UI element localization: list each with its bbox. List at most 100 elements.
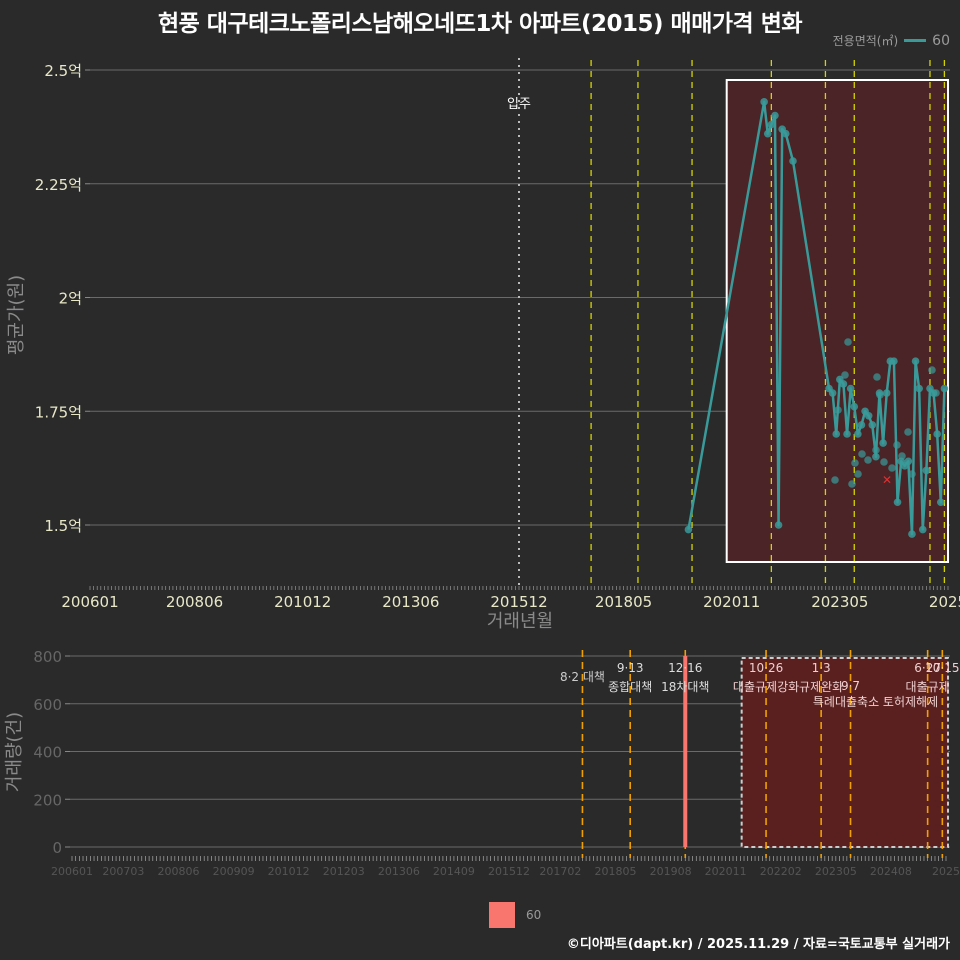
data-point <box>685 526 693 534</box>
x-tick-label: 201409 <box>433 865 475 878</box>
data-point <box>850 403 858 411</box>
policy-date: 1·3 <box>812 661 831 675</box>
x-tick-label: 202305 <box>815 865 857 878</box>
data-point <box>941 385 949 393</box>
x-tick-label: 201203 <box>323 865 365 878</box>
policy-annotation: 8·2 대책 <box>560 669 605 684</box>
data-point <box>858 421 866 429</box>
data-point <box>893 441 901 449</box>
x-tick-label: 201012 <box>268 865 310 878</box>
y-tick-label: 2.5억 <box>44 62 82 80</box>
data-point <box>873 373 881 381</box>
y-tick-label: 0 <box>52 839 62 857</box>
data-point <box>923 467 931 475</box>
policy-date: 9·13 <box>617 661 644 675</box>
policy-label: 18차대책 <box>661 679 709 694</box>
data-point <box>932 389 940 397</box>
data-point <box>843 430 851 438</box>
data-point <box>919 526 927 534</box>
data-point <box>832 430 840 438</box>
policy-date: 12·16 <box>668 661 702 675</box>
x-tick-label: 201306 <box>382 593 439 611</box>
data-point <box>883 389 891 397</box>
data-point <box>937 498 945 506</box>
data-point <box>908 470 916 478</box>
data-point <box>848 480 856 488</box>
policy-date: 10·26 <box>749 661 783 675</box>
data-point <box>894 498 902 506</box>
x-tick-label: 201908 <box>650 865 692 878</box>
data-point <box>888 464 896 472</box>
data-point <box>908 530 916 538</box>
data-point <box>764 130 772 138</box>
policy-label: 대출규제강화 <box>733 680 799 694</box>
x-tick-label: 201012 <box>274 593 331 611</box>
data-point <box>890 357 898 365</box>
x-tick-label: 201805 <box>594 865 636 878</box>
data-point <box>844 338 852 346</box>
data-point <box>872 446 880 454</box>
data-point <box>876 391 884 399</box>
data-point <box>768 121 776 129</box>
x-tick-label: 201512 <box>488 865 530 878</box>
x-tick-label: 202408 <box>870 865 912 878</box>
data-point <box>915 385 923 393</box>
x-tick-label: 201512 <box>490 593 547 611</box>
y-tick-label: 600 <box>33 696 62 714</box>
data-point <box>912 357 920 365</box>
y-tick-label: 800 <box>33 648 62 666</box>
data-point <box>834 406 842 414</box>
x-tick-label: 200806 <box>166 593 223 611</box>
top-line-chart: 1.5억1.75억2억2.25억2.5억평균가(원)20060120080620… <box>6 58 960 632</box>
policy-label: 종합대책 <box>608 679 652 694</box>
y-axis-title: 평균가(원) <box>6 275 27 355</box>
y-tick-label: 2.25억 <box>35 176 82 194</box>
data-point <box>789 157 797 165</box>
bar-legend-swatch-icon <box>489 902 515 928</box>
data-point <box>760 98 768 106</box>
data-point <box>775 521 783 529</box>
x-tick-label: 200909 <box>213 865 255 878</box>
policy-label: 특례대출축소 토허제해제 <box>813 695 938 709</box>
x-tick-label: 200806 <box>157 865 199 878</box>
x-tick-label: 201702 <box>539 865 581 878</box>
move-in-annotation: 입주 <box>507 97 531 112</box>
data-point <box>854 430 862 438</box>
bottom-bar-chart: 0 200 400 600 800 거래량(건) 200601 200703 200806 200… <box>4 648 960 878</box>
data-point <box>851 459 859 467</box>
data-point <box>831 476 839 484</box>
highlight-region <box>727 80 948 562</box>
y-tick-label: 400 <box>33 744 62 762</box>
x-tick-label: 201306 <box>378 865 420 878</box>
data-point <box>928 366 936 374</box>
outlier-x-icon: ✕ <box>882 473 892 487</box>
data-point <box>933 430 941 438</box>
data-point <box>771 112 779 120</box>
x-tick-label: 2025 <box>929 593 960 611</box>
data-point <box>868 421 876 429</box>
x-tick-label: 200703 <box>102 865 144 878</box>
x-tick-label: 202305 <box>811 593 868 611</box>
source-footer: ©디아파트(dapt.kr) / 2025.11.29 / 자료=국토교통부 실… <box>567 933 950 952</box>
y-tick-label: 1.75억 <box>35 403 82 421</box>
y-tick-label: 200 <box>33 791 62 809</box>
data-point <box>904 428 912 436</box>
x-tick-label: 2025 <box>932 865 960 878</box>
data-point <box>864 456 872 464</box>
data-point <box>840 380 848 388</box>
data-point <box>880 458 888 466</box>
data-point <box>841 371 849 379</box>
data-point <box>879 439 887 447</box>
policy-label: 대출규제 <box>906 680 950 694</box>
policy-date: 10·15 <box>925 661 959 675</box>
data-point <box>905 458 913 466</box>
data-point <box>829 389 837 397</box>
y-axis-title: 거래량(건) <box>4 712 25 792</box>
bar-legend: 60 <box>489 902 541 928</box>
x-tick-label: 200601 <box>51 865 93 878</box>
policy-date: 9·7 <box>841 679 860 693</box>
x-axis-title: 거래년월 <box>487 611 553 632</box>
x-tick-label: 202011 <box>703 593 760 611</box>
data-point <box>865 412 873 420</box>
y-tick-label: 1.5억 <box>44 517 82 535</box>
